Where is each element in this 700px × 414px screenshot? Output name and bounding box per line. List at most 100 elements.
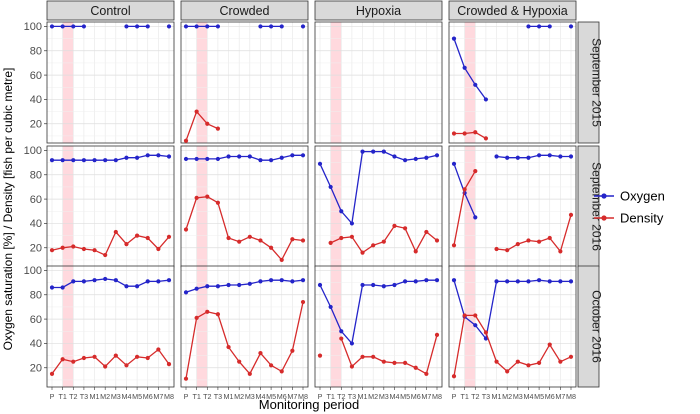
density-point: [134, 233, 140, 238]
density-point: [247, 371, 252, 376]
density-point: [473, 313, 478, 318]
panel-0-3: [448, 21, 577, 144]
density-point: [339, 336, 344, 341]
oxygen-point: [279, 155, 284, 160]
density-point: [483, 330, 489, 335]
shaded-period: [196, 146, 208, 267]
oxygen-point: [156, 153, 161, 158]
density-point: [300, 238, 306, 243]
density-point: [505, 248, 510, 253]
oxygen-point: [134, 284, 140, 289]
x-tick-label: M3: [513, 392, 523, 401]
x-tick-label: M3: [379, 392, 389, 401]
density-point: [279, 369, 284, 374]
density-point: [424, 229, 429, 235]
facet-strip-row: [577, 21, 600, 144]
oxygen-point: [526, 24, 531, 29]
oxygen-point: [317, 161, 323, 166]
density-point: [451, 374, 457, 379]
density-point: [494, 246, 499, 252]
density-point: [183, 376, 189, 381]
shaded-period: [464, 22, 476, 143]
density-point: [371, 354, 376, 359]
shaded-period: [196, 266, 208, 387]
x-tick-label: T3: [482, 392, 490, 401]
x-tick-label: M4: [121, 392, 131, 401]
oxygen-point: [49, 285, 55, 290]
x-tick-label: M8: [566, 392, 576, 401]
facet-strip-column: [314, 0, 443, 21]
y-tick-label: 80: [30, 170, 42, 182]
shaded-period: [62, 266, 74, 387]
oxygen-point: [424, 155, 429, 160]
oxygen-point: [279, 24, 284, 29]
x-tick-label: M5: [400, 392, 410, 401]
oxygen-point: [71, 24, 76, 29]
density-point: [349, 364, 355, 369]
x-tick-label: M8: [298, 392, 308, 401]
x-tick-label: M1: [492, 392, 502, 401]
oxygen-point: [451, 161, 457, 166]
oxygen-point: [451, 278, 457, 283]
oxygen-point: [60, 24, 65, 29]
facet-strip-column: [46, 0, 175, 21]
x-tick-label: M7: [555, 392, 565, 401]
oxygen-point: [226, 154, 231, 159]
density-point: [290, 348, 295, 353]
oxygen-point: [71, 158, 76, 163]
density-point: [205, 309, 210, 314]
oxygen-point: [60, 158, 65, 163]
oxygen-point: [568, 24, 574, 29]
density-point: [392, 360, 397, 365]
x-tick-label: T2: [203, 392, 211, 401]
density-point: [247, 234, 252, 239]
density-point: [317, 353, 323, 358]
oxygen-point: [124, 155, 129, 160]
oxygen-point: [81, 279, 87, 284]
oxygen-point: [103, 276, 108, 282]
density-point: [226, 235, 231, 241]
density-point: [205, 121, 210, 126]
x-tick-label: M2: [368, 392, 378, 401]
oxygen-point: [462, 65, 467, 70]
oxygen-point: [494, 279, 499, 284]
density-point: [568, 354, 574, 359]
density-point: [424, 371, 429, 376]
density-point: [505, 369, 510, 374]
oxygen-point: [451, 36, 457, 41]
oxygen-point: [317, 282, 323, 288]
oxygen-point: [505, 155, 510, 160]
density-point: [451, 131, 457, 136]
oxygen-point: [134, 155, 140, 160]
density-point: [194, 195, 199, 200]
oxygen-point: [194, 156, 199, 162]
oxygen-point: [71, 279, 76, 284]
oxygen-point: [103, 158, 108, 163]
oxygen-point: [339, 329, 344, 334]
x-tick-label: T2: [69, 392, 77, 401]
density-point: [103, 364, 108, 369]
density-point: [81, 355, 87, 361]
legend-oxygen-label: Oxygen: [620, 189, 665, 204]
x-tick-label: M4: [523, 392, 533, 401]
oxygen-point: [568, 154, 574, 159]
density-point: [328, 240, 333, 245]
density-point: [371, 243, 376, 248]
x-tick-label: P: [318, 392, 323, 401]
oxygen-point: [113, 278, 118, 283]
y-tick-label: 20: [30, 243, 42, 255]
shaded-period: [62, 22, 74, 143]
density-point: [300, 299, 306, 305]
oxygen-point: [413, 279, 418, 284]
panel-border: [448, 21, 577, 144]
panel-2-3: [448, 265, 577, 388]
density-point: [451, 243, 457, 248]
oxygen-point: [205, 156, 210, 162]
oxygen-point: [166, 24, 172, 29]
oxygen-point: [258, 279, 263, 284]
shaded-period: [330, 266, 342, 387]
density-point: [360, 354, 365, 359]
oxygen-point: [237, 282, 242, 288]
panel-2-2: [314, 265, 443, 388]
oxygen-point: [371, 282, 376, 288]
